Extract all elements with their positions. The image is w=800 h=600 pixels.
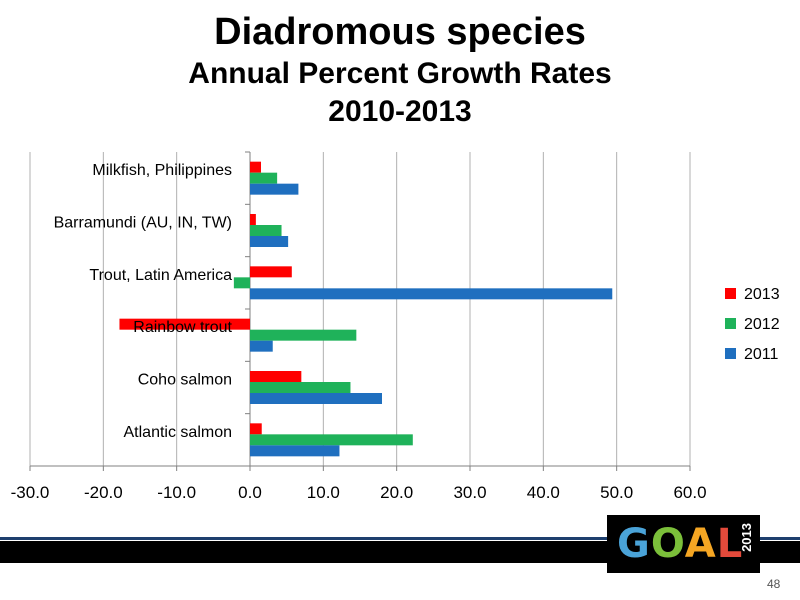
- legend-swatch: [725, 348, 736, 359]
- bar: [250, 445, 340, 457]
- category-label: Trout, Latin America: [89, 267, 232, 284]
- x-tick-label: 40.0: [527, 483, 560, 502]
- page-number: 48: [767, 577, 781, 591]
- bar: [233, 277, 250, 289]
- x-tick-label: 60.0: [673, 483, 706, 502]
- legend-swatch: [725, 288, 736, 299]
- chart-period: 2010-2013: [328, 95, 472, 128]
- bar: [250, 236, 289, 247]
- bar: [250, 183, 299, 195]
- legend-label: 2012: [744, 316, 780, 333]
- bar: [250, 423, 262, 435]
- category-label: Coho salmon: [138, 372, 232, 389]
- bar: [250, 214, 256, 225]
- bar: [250, 382, 351, 393]
- chart-title: Diadromous species: [214, 11, 586, 53]
- bar: [250, 434, 413, 446]
- legend-label: 2011: [744, 346, 779, 363]
- bar: [250, 172, 278, 184]
- x-tick-label: 30.0: [453, 483, 486, 502]
- legend-swatch: [725, 318, 736, 329]
- bar: [250, 161, 261, 173]
- x-tick-label: 0.0: [238, 483, 262, 502]
- logo-wordmark: GOAL: [617, 521, 744, 567]
- x-tick-label: -10.0: [157, 483, 196, 502]
- x-tick-label: 20.0: [380, 483, 413, 502]
- bar: [250, 329, 357, 341]
- bar: [119, 318, 250, 330]
- x-tick-label: -20.0: [84, 483, 123, 502]
- category-label: Milkfish, Philippines: [92, 162, 232, 179]
- bar: [250, 266, 292, 278]
- bar: [250, 225, 282, 236]
- x-tick-label: 50.0: [600, 483, 633, 502]
- category-label: Barramundi (AU, IN, TW): [54, 215, 232, 232]
- title-block: Diadromous species Annual Percent Growth…: [0, 10, 800, 130]
- x-tick-label: -30.0: [11, 483, 50, 502]
- goal-logo: GOAL 2013: [607, 515, 760, 573]
- bar: [250, 393, 382, 404]
- chart-subtitle: Annual Percent Growth Rates: [188, 57, 612, 90]
- category-label: Rainbow trout: [133, 319, 232, 336]
- logo-year: 2013: [739, 523, 754, 552]
- bar: [250, 371, 302, 382]
- x-tick-label: 10.0: [307, 483, 340, 502]
- bar: [250, 288, 613, 300]
- legend-label: 2013: [744, 286, 780, 303]
- category-label: Atlantic salmon: [124, 424, 233, 441]
- footer-bar: [0, 537, 800, 563]
- bar: [250, 340, 273, 352]
